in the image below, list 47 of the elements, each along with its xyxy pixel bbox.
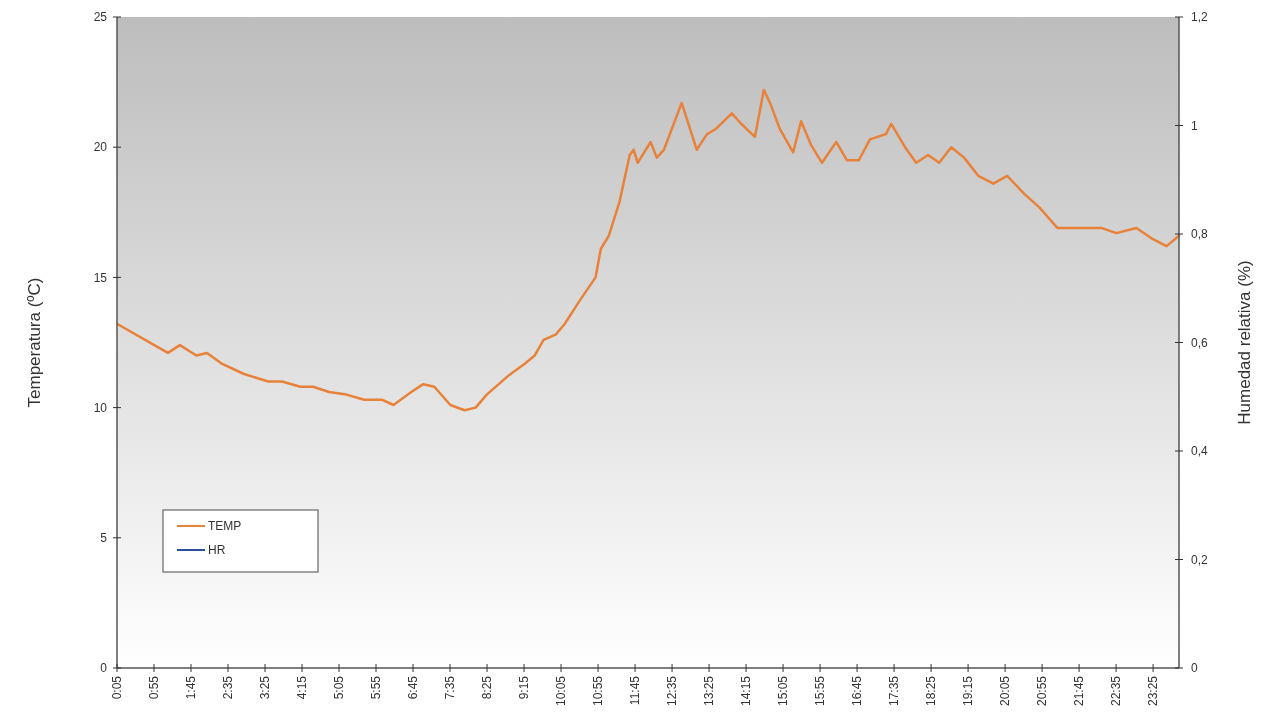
x-tick-label: 2:35 — [221, 675, 236, 700]
x-tick-label: 0:05 — [110, 675, 125, 700]
x-tick-label: 0:55 — [147, 675, 162, 700]
x-tick-label: 4:15 — [295, 675, 310, 700]
y2-tick-label: 1,2 — [1191, 10, 1209, 25]
y2-tick-label: 0,2 — [1191, 552, 1209, 567]
x-tick-label: 15:05 — [776, 675, 791, 707]
x-tick-label: 5:05 — [332, 675, 347, 700]
x-tick-label: 17:35 — [887, 675, 902, 707]
y-tick-label: 25 — [93, 10, 108, 25]
x-tick-label: 20:05 — [998, 675, 1013, 707]
x-tick-label: 14:15 — [739, 675, 754, 707]
y2-tick-label: 0 — [1191, 661, 1198, 676]
x-tick-label: 20:55 — [1035, 675, 1050, 707]
x-tick-label: 16:45 — [850, 675, 865, 707]
x-tick-label: 3:25 — [258, 675, 273, 700]
y-tick-label: 5 — [100, 531, 108, 545]
x-tick-label: 22:35 — [1109, 675, 1124, 707]
y-tick-label: 0 — [100, 661, 108, 676]
x-tick-label: 15:55 — [813, 675, 828, 707]
x-tick-label: 18:25 — [924, 675, 939, 707]
x-tick-label: 12:35 — [665, 675, 680, 707]
x-tick-label: 6:45 — [406, 675, 421, 700]
legend-label: HR — [208, 543, 226, 558]
y-tick-label: 10 — [93, 400, 108, 415]
x-tick-label: 10:05 — [554, 675, 569, 707]
x-tick-label: 11:45 — [628, 675, 643, 706]
x-tick-label: 21:45 — [1072, 675, 1087, 707]
legend-label: TEMP — [208, 519, 242, 534]
x-tick-label: 10:55 — [591, 675, 606, 707]
y2-tick-label: 1 — [1191, 118, 1198, 133]
x-tick-label: 19:15 — [961, 675, 976, 707]
x-tick-label: 8:25 — [480, 675, 495, 700]
x-tick-label: 23:25 — [1146, 675, 1161, 707]
x-tick-label: 9:15 — [517, 675, 532, 700]
y-axis-title: Temperatura (ºC) — [25, 277, 44, 408]
y-tick-label: 15 — [93, 270, 108, 285]
x-tick-label: 7:35 — [443, 675, 458, 700]
x-tick-label: 13:25 — [702, 675, 717, 707]
y2-tick-label: 0,8 — [1191, 227, 1209, 242]
x-tick-label: 1:45 — [184, 675, 199, 700]
line-series — [116, 88, 1181, 412]
y2-tick-label: 0,4 — [1191, 444, 1209, 459]
y2-axis-title: Humedad relativa (%) — [1235, 260, 1254, 425]
y2-tick-label: 0,6 — [1191, 335, 1209, 350]
y-tick-label: 20 — [93, 140, 108, 155]
x-tick-label: 5:55 — [369, 675, 384, 700]
